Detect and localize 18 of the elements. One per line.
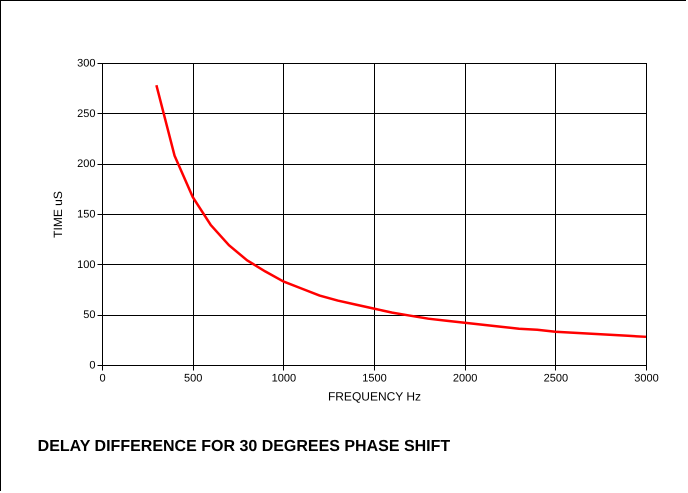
line-series bbox=[155, 84, 648, 338]
y-tick-label: 200 bbox=[77, 158, 96, 170]
x-tick-label: 2000 bbox=[452, 372, 478, 384]
text: DELAY DIFFERENCE FOR 30 DEGREES PHASE SHIFT bbox=[38, 438, 450, 455]
x-tick-label: 1000 bbox=[272, 372, 296, 384]
x-axis-title: FREQUENCY Hz bbox=[328, 390, 422, 404]
x-tick-label: 3000 bbox=[634, 372, 659, 384]
y-tick-label: 150 bbox=[77, 208, 96, 220]
y-tick-label: 300 bbox=[77, 58, 96, 70]
x-tick-label: 2500 bbox=[544, 372, 568, 384]
x-tick-label: 500 bbox=[184, 372, 202, 384]
y-tick-label: 0 bbox=[89, 360, 96, 372]
y-tick-label: 100 bbox=[77, 258, 96, 271]
y-axis-title: TIME uS bbox=[51, 191, 66, 238]
x-tick-label: 1500 bbox=[362, 372, 387, 384]
y-tick-label: 250 bbox=[77, 108, 96, 120]
x-tick-label: 0 bbox=[99, 372, 106, 384]
y-tick-label: 50 bbox=[83, 309, 96, 322]
